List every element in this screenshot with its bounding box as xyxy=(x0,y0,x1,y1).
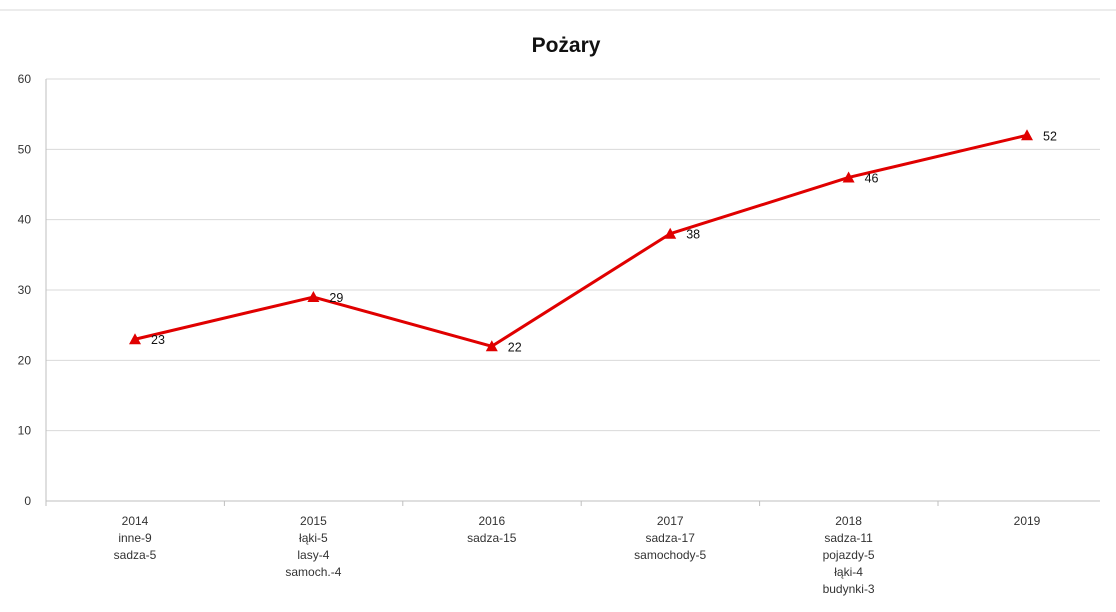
x-tick-label-note: łąki-5 xyxy=(299,531,328,545)
data-point-marker xyxy=(842,171,855,183)
y-tick-label: 20 xyxy=(18,353,32,367)
x-tick-label-year: 2014 xyxy=(122,514,149,528)
x-tick-label-note: pojazdy-5 xyxy=(823,548,875,562)
series-layer xyxy=(129,129,1033,352)
x-tick-label-note: sadza-5 xyxy=(114,548,157,562)
x-tick-label-note: sadza-11 xyxy=(824,531,873,545)
x-tick-label-year: 2019 xyxy=(1014,514,1041,528)
data-label: 29 xyxy=(329,291,343,305)
data-point-marker xyxy=(664,227,677,239)
x-tick-label-year: 2018 xyxy=(835,514,862,528)
x-tick-label-note: samoch.-4 xyxy=(285,565,341,579)
label-layer: 0 10 20 30 40 50 60 2014 inne-9 sadza-5 2015 łąki-5… xyxy=(18,72,1057,596)
series-line xyxy=(133,133,1029,348)
y-tick-label: 30 xyxy=(18,283,32,297)
y-tick-label: 10 xyxy=(18,424,32,438)
axis-layer xyxy=(45,79,1100,506)
x-tick-label-note: sadza-15 xyxy=(467,531,517,545)
data-label: 38 xyxy=(686,228,700,242)
data-point-marker xyxy=(129,333,141,345)
x-tick-label-year: 2015 xyxy=(300,514,327,528)
x-tick-label-note: lasy-4 xyxy=(297,548,329,562)
data-label: 46 xyxy=(865,171,879,185)
data-label: 52 xyxy=(1043,129,1057,143)
x-tick-label-note: samochody-5 xyxy=(634,548,706,562)
x-tick-label-note: inne-9 xyxy=(118,531,152,545)
y-tick-label: 60 xyxy=(18,72,32,86)
data-label: 22 xyxy=(508,340,522,354)
data-point-marker xyxy=(485,340,498,352)
x-tick-label-note: sadza-17 xyxy=(646,531,696,545)
y-tick-label: 0 xyxy=(24,494,31,508)
chart-title: Pożary xyxy=(532,34,601,57)
y-tick-label: 40 xyxy=(18,213,32,227)
data-point-marker xyxy=(1021,129,1033,141)
x-tick-label-note: łąki-4 xyxy=(834,565,863,579)
data-point-marker xyxy=(307,291,320,303)
data-label: 23 xyxy=(151,333,165,347)
x-tick-label-year: 2016 xyxy=(478,514,505,528)
x-tick-label-note: budynki-3 xyxy=(823,582,875,596)
x-tick-label-year: 2017 xyxy=(657,514,684,528)
grid-layer xyxy=(46,78,1100,432)
y-tick-label: 50 xyxy=(18,142,32,156)
